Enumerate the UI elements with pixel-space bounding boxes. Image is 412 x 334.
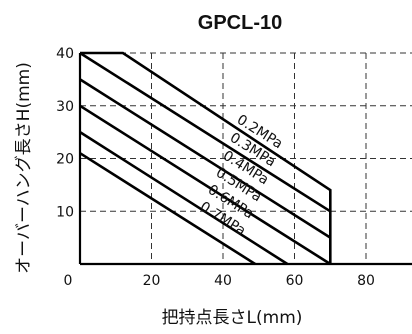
x-tick-label-60: 60 [286,273,304,289]
axes [78,53,412,266]
chart-title: GPCL-10 [198,12,282,34]
grid [80,52,412,264]
series-line-05mpa [79,104,331,266]
y-tick-label-40: 40 [56,46,74,62]
series-line-07mpa [79,152,256,266]
tick-labels: 0 20 40 60 80 10 20 30 40 [56,46,375,289]
x-axis-label: 把持点長さL(mm) [162,308,303,328]
x-tick-label-20: 20 [143,273,161,289]
series-line-04mpa [79,78,331,239]
series-line-06mpa [79,131,289,266]
series-line-03mpa [79,51,331,213]
y-axis-label: オーバーハング長さH(mm) [14,62,34,274]
x-tick-label-80: 80 [357,273,375,289]
x-tick-label-40: 40 [214,273,232,289]
x-tick-label-0: 0 [64,273,73,289]
series-lines [79,51,332,266]
y-tick-label-10: 10 [56,204,74,220]
y-tick-label-30: 30 [56,99,74,115]
y-tick-label-20: 20 [56,152,74,168]
series-line-02mpa [80,51,332,264]
